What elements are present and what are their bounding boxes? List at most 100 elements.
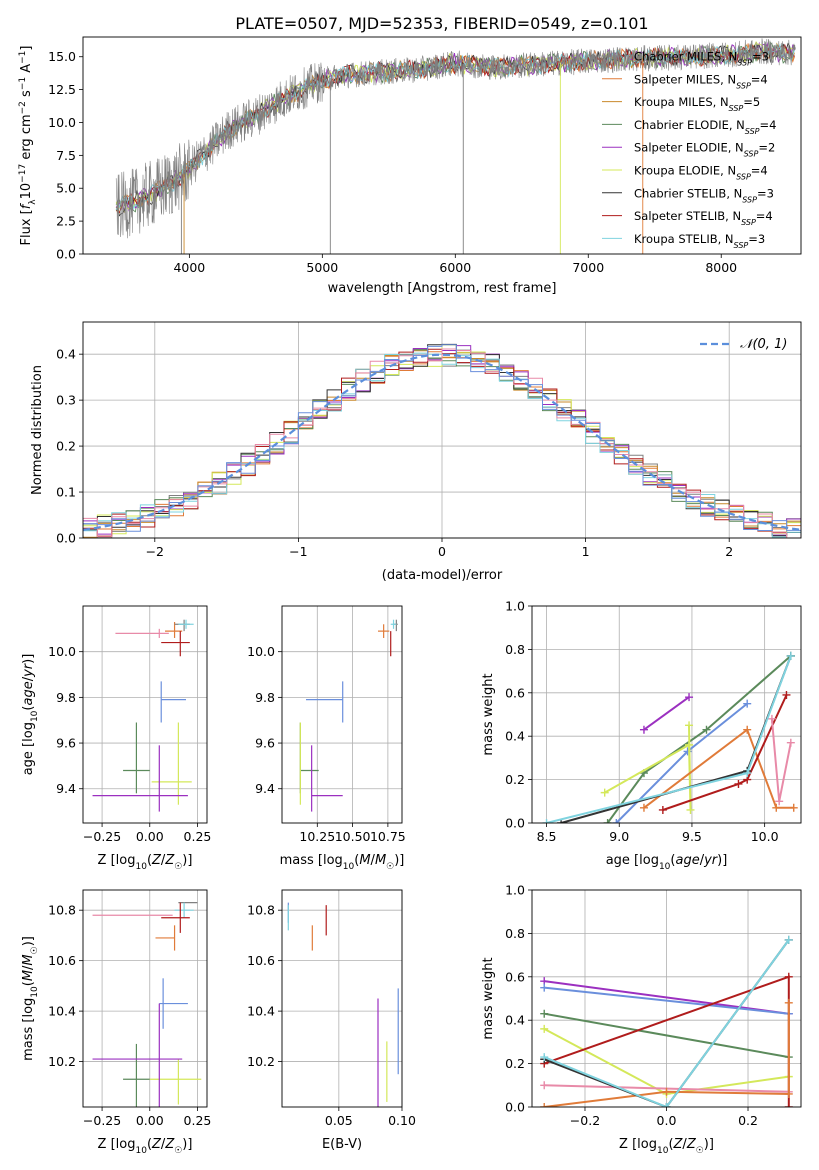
line-plot-area: [540, 935, 793, 1107]
data-marker: [639, 803, 648, 812]
x-tick-label: 10.75: [370, 829, 406, 844]
series-line: [643, 728, 794, 809]
data-marker: [540, 1024, 549, 1033]
x-axis-label: Z [log10(Z/Z☉)]: [619, 1137, 714, 1156]
y-tick-label: 0.8: [505, 926, 525, 941]
y-tick-label: 9.8: [255, 690, 275, 705]
spectrum-plot-area: [115, 38, 796, 254]
x-tick-label: 7000: [572, 260, 604, 275]
series-line: [662, 694, 788, 811]
y-tick-label: 10.0: [247, 644, 275, 659]
series-line: [546, 655, 792, 823]
x-axis-label: E(B-V): [322, 1137, 362, 1152]
series-line: [770, 718, 792, 802]
y-tick-label: 10.2: [247, 1054, 275, 1069]
series-line: [615, 702, 748, 823]
y-tick-label: 0.2: [505, 1056, 525, 1071]
data-marker: [743, 769, 752, 778]
axes-frame: [281, 889, 403, 1108]
histogram-step: [83, 344, 801, 535]
data-marker: [662, 1103, 671, 1107]
y-axis-label: Flux [fλ10−17 erg cm−2 s−1 A−1]: [18, 46, 38, 246]
data-marker: [734, 779, 743, 788]
x-axis-label: Z [log10(Z/Z☉)]: [98, 1137, 193, 1156]
data-marker: [658, 805, 667, 814]
y-tick-label: 9.8: [56, 690, 76, 705]
y-tick-label: 12.5: [48, 82, 76, 97]
data-marker: [542, 819, 551, 823]
data-marker: [540, 1081, 549, 1090]
normal-curve: [83, 353, 801, 531]
series-line: [543, 939, 790, 1107]
x-axis-label: (data-model)/error: [382, 568, 503, 583]
series-line: [544, 1002, 790, 1107]
axes-frame: [82, 605, 208, 824]
legend-label: Salpeter STELIB, NSSP=4: [634, 209, 773, 227]
x-tick-label: 6000: [439, 260, 471, 275]
data-marker: [784, 998, 793, 1007]
y-tick-label: 10.6: [48, 953, 76, 968]
x-tick-label: −2: [146, 544, 164, 559]
series-line: [606, 655, 792, 823]
data-marker: [600, 788, 609, 797]
series-line: [643, 696, 690, 731]
x-tick-label: 0.2: [738, 1113, 758, 1128]
y-tick-label: 10.8: [247, 903, 275, 918]
y-tick-label: 0.0: [505, 1100, 525, 1115]
data-marker: [743, 725, 752, 734]
x-tick-label: 8.5: [537, 829, 557, 844]
figure-title: PLATE=0507, MJD=52353, FIBERID=0549, z=0…: [235, 14, 648, 33]
legend-label: Salpeter MILES, NSSP=4: [634, 72, 768, 90]
mass-vs-Z-panel: −0.25 0.00 0.25 10.2 10.4 10.6 10.8 Z [log10(Z/…: [21, 889, 211, 1156]
legend-label: 𝒩(0, 1): [740, 337, 787, 352]
legend: 𝒩(0, 1): [700, 337, 787, 352]
x-tick-label: 0.0: [657, 1113, 677, 1128]
x-tick-label: −1: [289, 544, 307, 559]
y-tick-label: 9.4: [56, 781, 76, 796]
legend-label: Chabrier ELODIE, NSSP=4: [634, 118, 776, 136]
x-tick-label: 0.00: [136, 1113, 164, 1128]
histogram-step: [83, 348, 801, 538]
data-marker: [784, 935, 793, 944]
weight-vs-Z-panel: −0.2 0.0 0.2 0.0 0.2 0.4 0.6 0.8 1.0 Z [log10(Z/Z…: [481, 883, 802, 1156]
errorbar-plot-area: [92, 902, 202, 1107]
legend-label: Chabrier STELIB, NSSP=3: [634, 186, 774, 204]
y-tick-label: 0.1: [56, 485, 76, 500]
y-tick-label: 9.6: [56, 736, 76, 751]
y-tick-label: 2.5: [56, 214, 76, 229]
errorbar-plot-area: [287, 902, 399, 1107]
data-marker: [685, 740, 694, 749]
observed-spectrum-line: [115, 38, 796, 239]
y-tick-label: 7.5: [56, 148, 76, 163]
legend-label: Kroupa MILES, NSSP=5: [634, 95, 760, 113]
mass-vs-ebv-panel: 0.05 0.10 10.2 10.4 10.6 10.8 E(B-V): [247, 889, 416, 1152]
y-tick-label: 9.6: [255, 736, 275, 751]
x-tick-label: −0.25: [83, 829, 121, 844]
x-axis-label: mass [log10(M/M☉)]: [280, 853, 405, 872]
data-marker: [767, 714, 776, 723]
panels: 4000 5000 6000 7000 80000.02.55.07.510.012.5…: [18, 36, 802, 1156]
y-tick-label: 15.0: [48, 49, 76, 64]
age-vs-mass-panel: 10.25 10.50 10.75 9.4 9.6 9.8 10.0 mass [log10(…: [247, 605, 406, 872]
legend-label: Kroupa STELIB, NSSP=3: [634, 232, 765, 250]
legend-label: Chabrier MILES, NSSP=3: [634, 50, 769, 68]
data-marker: [685, 693, 694, 702]
x-axis-label: wavelength [Angstrom, rest frame]: [328, 281, 557, 296]
x-axis-label: age [log10(age/yr)]: [606, 853, 728, 872]
y-tick-label: 0.6: [505, 685, 525, 700]
data-marker: [786, 651, 795, 660]
data-marker: [685, 721, 694, 730]
y-tick-label: 0.0: [56, 531, 76, 546]
axes-frame: [82, 321, 802, 539]
x-tick-label: 9.5: [682, 829, 702, 844]
line-plot-area: [542, 651, 798, 823]
x-tick-label: 10.50: [335, 829, 371, 844]
data-marker: [743, 699, 752, 708]
y-tick-label: 0.4: [505, 1013, 525, 1028]
y-tick-label: 0.2: [56, 439, 76, 454]
legend: Chabrier MILES, NSSP=3 Salpeter MILES, NS…: [602, 50, 776, 250]
data-marker: [784, 1103, 793, 1107]
y-tick-label: 0.0: [505, 816, 525, 831]
residuals-panel: −2 −1 0 1 2 0.0 0.1 0.2 0.3 0.4 (data-model)/error…: [30, 321, 802, 583]
y-tick-label: 5.0: [56, 181, 76, 196]
